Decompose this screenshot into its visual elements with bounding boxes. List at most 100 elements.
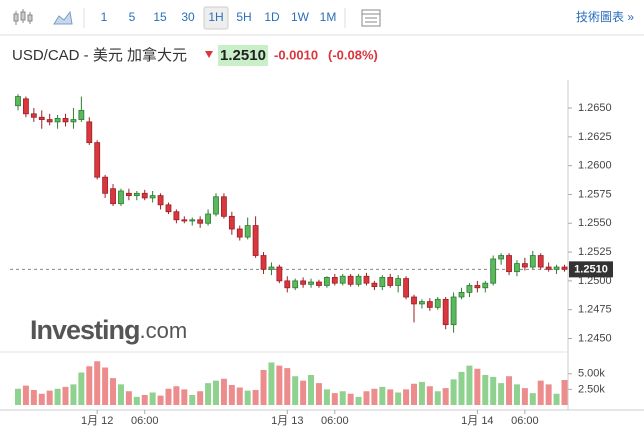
- candle-body: [403, 278, 409, 298]
- candle-body: [553, 266, 560, 270]
- volume-bar: [411, 383, 417, 405]
- candle-body: [498, 255, 505, 260]
- candle-body: [466, 285, 473, 293]
- candle-body: [70, 119, 77, 123]
- volume-bar: [403, 389, 410, 405]
- interval-button[interactable]: 5: [129, 10, 136, 24]
- candle-body: [426, 301, 433, 308]
- volume-tick-label: 5.00k: [578, 368, 605, 380]
- candle-body: [260, 255, 267, 270]
- candle-body: [308, 281, 314, 285]
- interval-button[interactable]: 15: [153, 10, 167, 24]
- candle-body: [434, 298, 441, 308]
- volume-bar: [529, 393, 536, 405]
- candle-body: [205, 213, 211, 224]
- interval-button[interactable]: 5H: [236, 10, 251, 24]
- candle-body: [474, 285, 481, 289]
- interval-button[interactable]: 1W: [291, 10, 310, 24]
- volume-bar: [22, 385, 29, 405]
- candle-body: [316, 281, 322, 286]
- candle-body: [458, 291, 465, 298]
- candle-body: [38, 116, 45, 120]
- price-change-percent: (-0.08%): [328, 47, 378, 62]
- candle-body: [213, 196, 219, 215]
- volume-bar: [149, 392, 156, 405]
- candle-body: [149, 195, 156, 199]
- volume-bar: [331, 393, 338, 405]
- interval-button[interactable]: 1: [101, 10, 108, 24]
- candle-body: [363, 275, 370, 284]
- volume-bar: [157, 395, 164, 405]
- volume-bar: [213, 380, 219, 405]
- down-arrow: [205, 51, 213, 58]
- table-icon[interactable]: [361, 9, 381, 27]
- volume-bar: [54, 388, 61, 405]
- volume-bar: [434, 391, 441, 405]
- candle-body: [133, 192, 140, 197]
- candle-body: [23, 98, 29, 115]
- volume-bar: [15, 388, 21, 405]
- x-tick-label: 1月 13: [271, 415, 303, 427]
- volume-bar: [228, 385, 235, 405]
- candle-body: [355, 275, 362, 285]
- watermark-brand: Investing: [30, 315, 140, 345]
- chart-title: USD/CAD - 美元 加拿大元: [12, 46, 187, 64]
- interval-button[interactable]: 30: [181, 10, 195, 24]
- candle-body: [379, 277, 386, 288]
- technical-chart-link[interactable]: 技術圖表 »: [576, 10, 634, 24]
- candle-body: [339, 275, 346, 284]
- candle-body: [387, 277, 394, 286]
- volume-tick-label: 2.50k: [578, 383, 605, 395]
- x-tick-label: 06:00: [511, 415, 539, 427]
- area-icon[interactable]: [53, 10, 73, 25]
- candle-body: [395, 278, 402, 286]
- volume-bar: [561, 380, 568, 405]
- x-tick-label: 1月 12: [81, 415, 113, 427]
- y-tick-label: 1.2600: [578, 160, 612, 172]
- candle-body: [62, 118, 69, 123]
- volume-bar: [276, 365, 283, 405]
- volume-bar: [521, 388, 528, 405]
- volume-bar: [189, 395, 196, 405]
- candle-body: [141, 192, 148, 199]
- volume-bar: [553, 393, 560, 405]
- candle-icon[interactable]: [13, 9, 33, 25]
- y-tick-label: 1.2500: [578, 275, 612, 287]
- volume-bar: [482, 375, 489, 405]
- x-tick-label: 06:00: [321, 415, 349, 427]
- candle-body: [276, 266, 283, 282]
- volume-bar: [490, 376, 497, 405]
- candle-body: [102, 176, 109, 194]
- candle-body: [450, 296, 457, 326]
- y-tick-label: 1.2650: [578, 102, 612, 114]
- candle-body: [94, 142, 101, 178]
- volume-bar: [450, 379, 457, 405]
- volume-bar: [197, 391, 204, 405]
- price-flag-label: 1.2510: [574, 263, 608, 275]
- candle-body: [331, 277, 338, 284]
- volume-bar: [133, 396, 140, 405]
- volume-bar: [284, 368, 291, 405]
- interval-button[interactable]: 1M: [320, 10, 337, 24]
- interval-button[interactable]: 1H: [208, 10, 223, 24]
- y-tick-label: 1.2550: [578, 217, 612, 229]
- candle-body: [537, 255, 544, 268]
- candle-body: [78, 109, 85, 120]
- price-box: [218, 45, 268, 66]
- volume-bar: [205, 383, 212, 405]
- candle-body: [514, 263, 520, 273]
- candle-body: [371, 282, 378, 288]
- y-tick-label: 1.2475: [578, 304, 612, 316]
- volume-bar: [339, 391, 346, 405]
- volume-bar: [236, 387, 243, 405]
- volume-bar: [355, 396, 362, 405]
- last-price: 1.2510: [220, 47, 266, 64]
- volume-bar: [62, 386, 69, 405]
- volume-bar: [70, 384, 77, 405]
- volume-bar: [38, 393, 45, 405]
- volume-bar: [466, 365, 473, 405]
- watermark: Investing.com: [30, 315, 187, 345]
- candle-body: [197, 219, 204, 224]
- interval-button[interactable]: 1D: [264, 10, 280, 24]
